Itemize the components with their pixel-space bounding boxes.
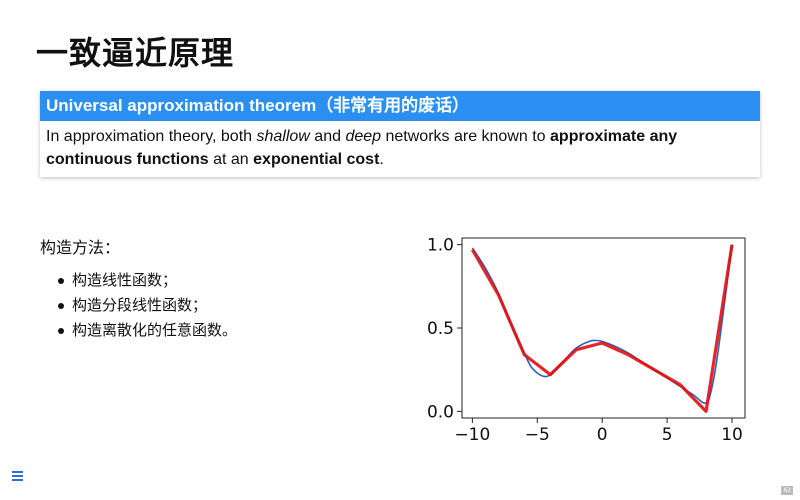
piecewise-approximation-line: [470, 244, 734, 413]
page-number: 62: [781, 486, 793, 495]
x-tick-label: 0: [597, 425, 608, 445]
methods-list: 构造线性函数； 构造分段线性函数； 构造离散化的任意函数。: [56, 268, 237, 343]
theorem-text-segment: .: [379, 151, 384, 168]
theorem-text-segment: and: [309, 128, 346, 145]
x-tick-label: 10: [721, 425, 743, 445]
theorem-body: In approximation theory, both shallow an…: [40, 121, 760, 177]
slide-title: 一致逼近原理: [36, 34, 235, 72]
theorem-header: Universal approximation theorem（非常有用的废话）: [40, 91, 760, 121]
theorem-text-segment: at an: [208, 151, 254, 168]
list-item: 构造分段线性函数；: [56, 293, 237, 318]
theorem-text-segment: exponential cost: [253, 151, 380, 168]
approximation-chart: −10 −5 0 5 10 0.0 0.5 1.0: [427, 236, 746, 445]
theorem-text-segment: approximate any continuous functions: [46, 128, 678, 168]
y-tick-label: 0.0: [427, 402, 454, 422]
theorem-text-segment: In approximation theory, both: [46, 128, 257, 145]
list-item: 构造离散化的任意函数。: [56, 318, 237, 343]
theorem-text-segment: networks are known to: [381, 128, 551, 145]
y-tick-label: 0.5: [427, 319, 454, 339]
y-tick-label: 1.0: [427, 236, 454, 256]
plot-frame: [461, 237, 746, 419]
x-tick-label: −10: [454, 425, 490, 445]
theorem-text-segment: deep: [345, 128, 382, 145]
theorem-text-segment: shallow: [256, 128, 310, 145]
menu-icon[interactable]: [12, 471, 23, 481]
list-item: 构造线性函数；: [56, 268, 237, 293]
x-tick-label: −5: [525, 425, 550, 445]
theorem-box: Universal approximation theorem（非常有用的废话）…: [40, 91, 760, 177]
x-tick-label: 5: [662, 425, 673, 445]
methods-heading: 构造方法：: [40, 238, 121, 257]
